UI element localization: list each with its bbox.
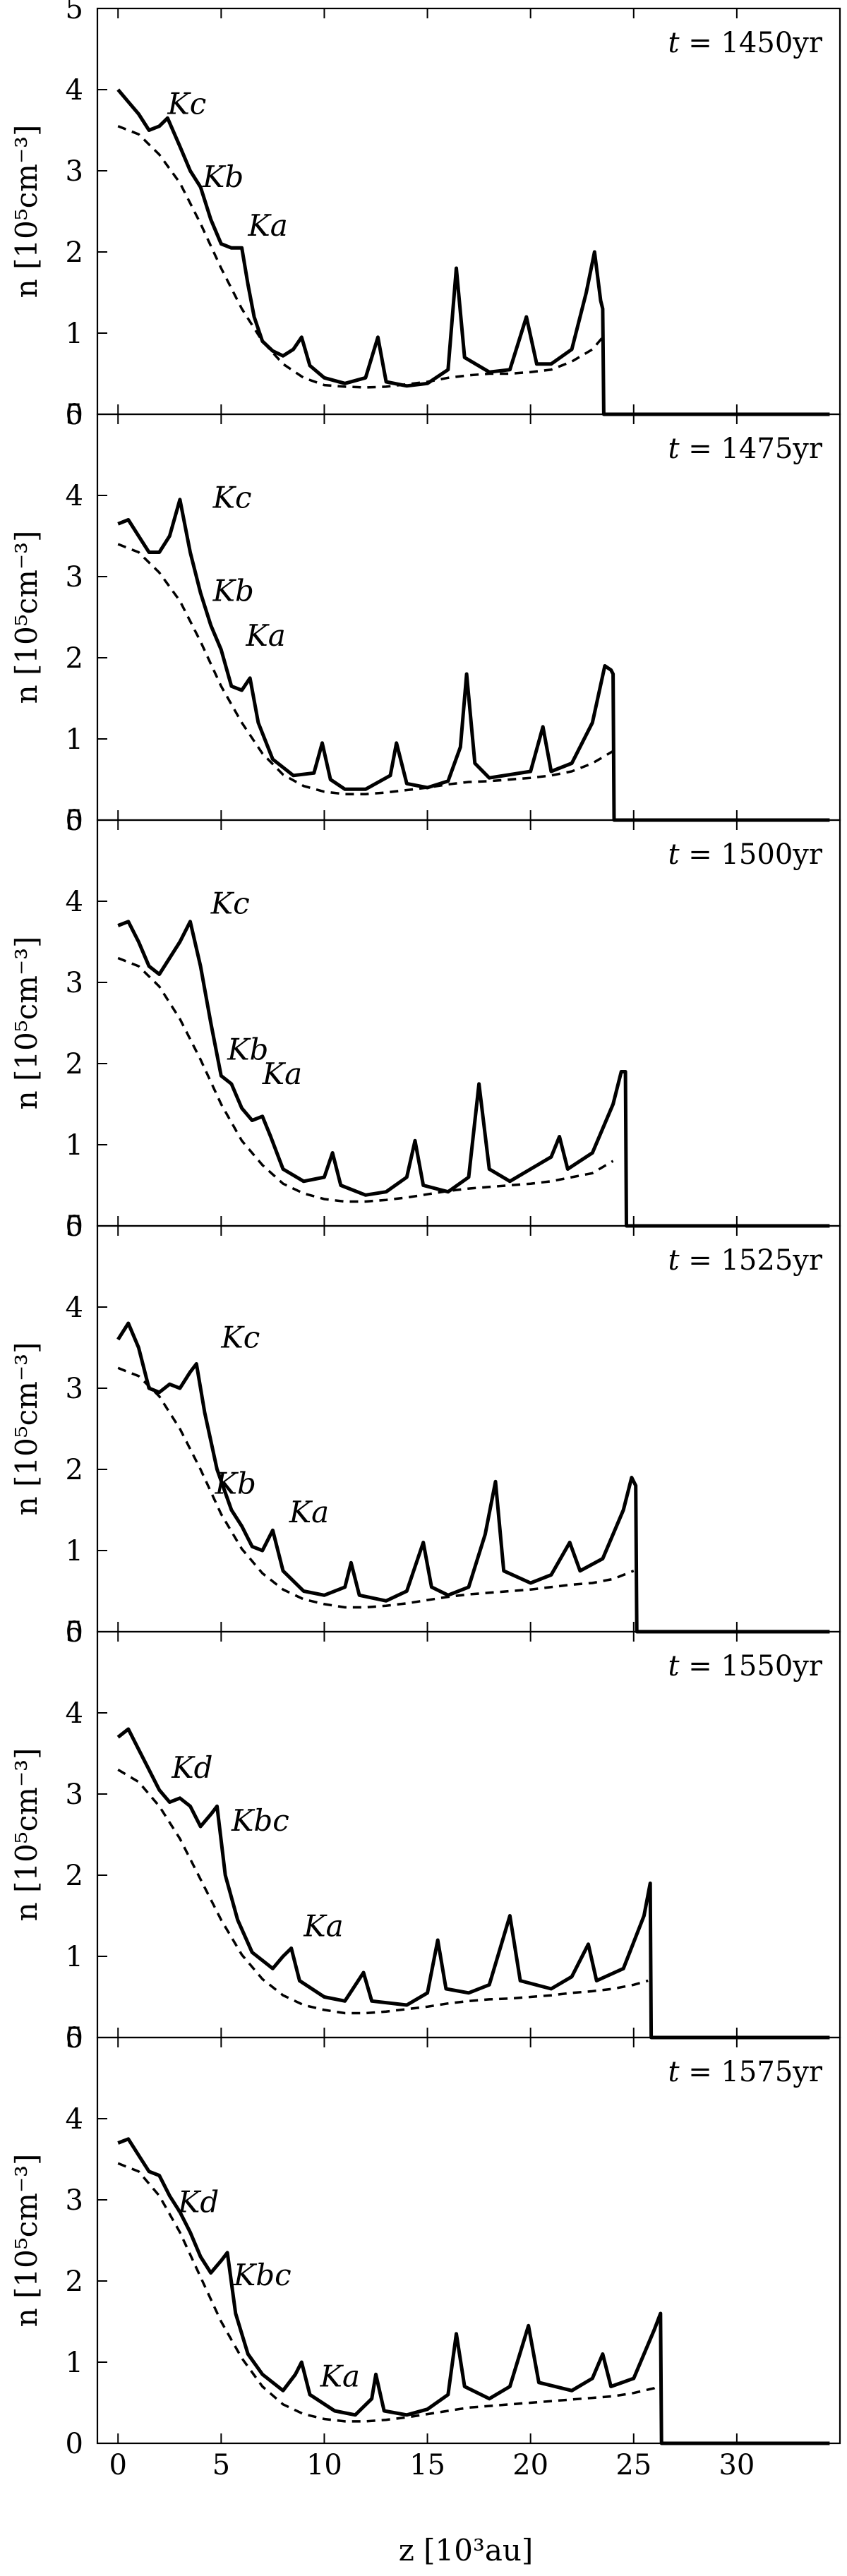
simulated-density-curve xyxy=(116,1321,830,1634)
x-tick-label: 20 xyxy=(512,2449,548,2481)
knot-annotation: Kbc xyxy=(233,2258,292,2292)
y-tick-label: 2 xyxy=(66,642,83,675)
y-tick-label: 3 xyxy=(66,967,83,999)
y-tick-label: 2 xyxy=(66,2265,83,2298)
y-tick-label: 1 xyxy=(66,2347,83,2379)
y-tick-label: 5 xyxy=(66,805,83,837)
y-tick-label: 2 xyxy=(66,236,83,269)
y-tick-label: 3 xyxy=(66,2184,83,2217)
simulated-density-curve xyxy=(116,1727,830,2040)
y-tick-label: 0 xyxy=(66,805,83,837)
y-tick-label: 2 xyxy=(66,1860,83,1892)
y-tick-label: 1 xyxy=(66,318,83,350)
knot-annotation: Kbc xyxy=(231,1803,289,1838)
knot-annotation: Kd xyxy=(171,1750,212,1785)
y-tick-label: 1 xyxy=(66,1129,83,1162)
y-axis-label: n [10⁵cm⁻³] xyxy=(9,2154,44,2328)
knot-annotation: Kc xyxy=(220,1320,260,1355)
panel-6: 0 1 2 3 4 5 n [10⁵cm⁻³] Kd Kbc Ka t = 1575yr xyxy=(9,2022,841,2460)
y-tick-label: 4 xyxy=(66,1697,83,1730)
simulated-density-curve xyxy=(117,498,830,822)
x-tick-label: 5 xyxy=(212,2449,230,2481)
time-label: t = 1500yr xyxy=(668,838,822,871)
knot-annotation: Ka xyxy=(247,208,287,243)
y-tick-label: 1 xyxy=(66,723,83,756)
panel-2: 0 1 2 3 4 5 n [10⁵cm⁻³] Kc Kb Ka t = 1475yr xyxy=(9,399,841,837)
y-axis-label: n [10⁵cm⁻³] xyxy=(9,1748,44,1922)
y-tick-label: 2 xyxy=(66,1454,83,1486)
knot-annotation: Ka xyxy=(245,618,285,653)
panel-5: 0 1 2 3 4 5 n [10⁵cm⁻³] Kd Kbc Ka t = 1550yr xyxy=(9,1616,841,2054)
time-label: t = 1550yr xyxy=(668,1650,822,1683)
x-tick-label: 15 xyxy=(409,2449,445,2481)
y-tick-label: 4 xyxy=(66,74,83,107)
y-tick-label: 5 xyxy=(66,1210,83,1243)
y-tick-label: 0 xyxy=(66,2428,83,2460)
knot-annotation: Kb xyxy=(227,1032,268,1066)
time-label: t = 1525yr xyxy=(668,1244,822,1277)
y-tick-label: 4 xyxy=(66,886,83,918)
y-axis-label: n [10⁵cm⁻³] xyxy=(9,1342,44,1516)
knot-annotation: Kb xyxy=(202,160,244,194)
x-tick-label: 30 xyxy=(719,2449,755,2481)
y-axis-label: n [10⁵cm⁻³] xyxy=(9,125,44,299)
analytic-density-curve xyxy=(117,956,614,1203)
panel-frame xyxy=(96,2036,841,2445)
knot-annotation: Ka xyxy=(303,1908,343,1943)
y-tick-label: 3 xyxy=(66,561,83,594)
x-axis: 0 5 10 15 20 25 30 xyxy=(109,2449,755,2481)
y-tick-label: 0 xyxy=(66,1616,83,1649)
x-axis-label: z [10³au] xyxy=(399,2533,534,2568)
y-axis-label: n [10⁵cm⁻³] xyxy=(9,937,44,1110)
knot-annotation: Ka xyxy=(289,1495,329,1529)
y-tick-label: 5 xyxy=(66,0,83,25)
y-tick-label: 3 xyxy=(66,155,83,188)
x-tick-label: 0 xyxy=(109,2449,126,2481)
y-tick-label: 0 xyxy=(66,2022,83,2054)
analytic-density-curve xyxy=(117,543,614,795)
analytic-density-curve xyxy=(117,1366,635,1609)
knot-annotation: Ka xyxy=(262,1057,302,1091)
panel-frame xyxy=(96,1630,841,2039)
knot-annotation: Kb xyxy=(215,1467,256,1501)
y-tick-label: 5 xyxy=(66,1616,83,1649)
y-tick-label: 1 xyxy=(66,1535,83,1567)
simulated-density-curve xyxy=(117,920,830,1228)
knot-annotation: Kc xyxy=(210,886,250,920)
x-tick-label: 25 xyxy=(615,2449,651,2481)
knot-annotation: Kc xyxy=(212,480,252,514)
knot-annotation: Kb xyxy=(212,574,254,608)
simulated-density-curve xyxy=(116,88,830,416)
y-tick-label: 0 xyxy=(66,399,83,431)
analytic-density-curve xyxy=(117,125,604,389)
y-tick-label: 4 xyxy=(66,1292,83,1324)
y-tick-label: 4 xyxy=(66,480,83,512)
y-tick-label: 4 xyxy=(66,2103,83,2136)
y-tick-label: 5 xyxy=(66,2022,83,2054)
knot-annotation: Kc xyxy=(167,87,206,121)
time-label: t = 1450yr xyxy=(668,27,822,59)
y-tick-label: 3 xyxy=(66,1373,83,1405)
y-tick-label: 1 xyxy=(66,1941,83,1973)
time-label: t = 1475yr xyxy=(668,433,822,465)
knot-annotation: Ka xyxy=(320,2359,360,2394)
knot-annotation: Kd xyxy=(177,2184,219,2219)
y-tick-label: 3 xyxy=(66,1778,83,1811)
y-axis-label: n [10⁵cm⁻³] xyxy=(9,531,44,704)
time-label: t = 1575yr xyxy=(668,2056,822,2088)
analytic-density-curve xyxy=(117,2162,661,2423)
analytic-density-curve xyxy=(117,1768,649,2015)
y-tick-label: 0 xyxy=(66,1210,83,1243)
y-tick-label: 5 xyxy=(66,399,83,431)
x-tick-label: 10 xyxy=(306,2449,342,2481)
panel-4: 0 1 2 3 4 5 n [10⁵cm⁻³] Kc Kb Ka t = 1525yr xyxy=(9,1210,841,1649)
y-tick-label: 2 xyxy=(66,1048,83,1081)
simulated-density-curve xyxy=(117,2137,830,2445)
